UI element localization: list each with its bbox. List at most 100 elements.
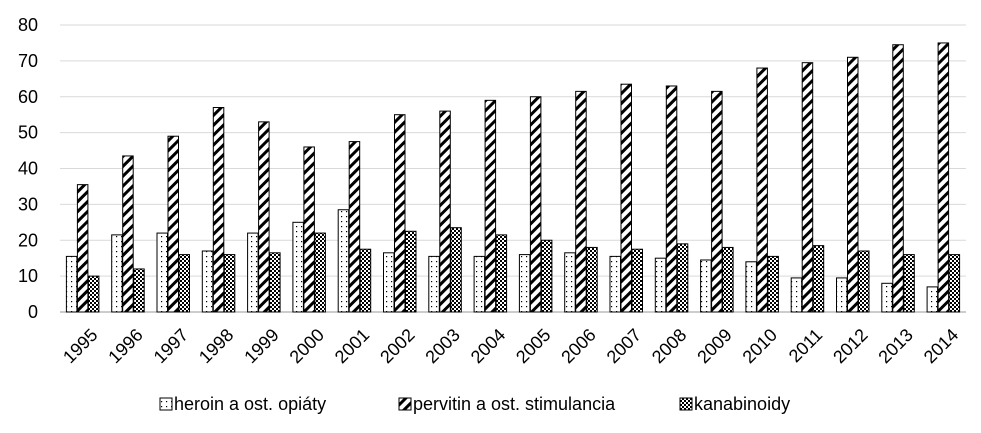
bar [529, 96, 542, 313]
x-axis: 1995 1996 1997 1998 1999 2000 2001 2002 2003 2004… [59, 325, 962, 367]
bar [518, 254, 531, 313]
x-tick-label: 2005 [512, 325, 554, 367]
bar [337, 209, 350, 313]
bar [881, 282, 893, 313]
legend-label: pervitin a ost. stimulancia [413, 394, 616, 414]
bar [937, 42, 950, 313]
x-tick-label: 2000 [286, 325, 328, 367]
x-tick-label: 1997 [150, 325, 192, 367]
bar [745, 261, 757, 313]
x-tick-label: 1999 [240, 325, 282, 367]
bar [212, 107, 225, 313]
legend-swatch [679, 397, 693, 411]
y-tick-label: 40 [18, 159, 38, 179]
bars [65, 42, 961, 313]
legend-swatch [398, 397, 412, 411]
bar [133, 268, 145, 313]
bar [383, 252, 395, 313]
legend-label: heroin a ost. opiáty [174, 394, 326, 414]
bar [540, 239, 553, 313]
bar [405, 230, 417, 313]
bar [201, 250, 214, 313]
y-tick-label: 10 [18, 266, 38, 286]
y-tick-label: 30 [18, 194, 38, 214]
y-tick-label: 80 [18, 15, 38, 35]
x-tick-label: 2014 [920, 325, 962, 367]
bar [903, 254, 915, 313]
bar [303, 146, 315, 313]
bar [654, 257, 667, 313]
bar [858, 250, 870, 313]
bar [76, 184, 89, 313]
bar [428, 255, 440, 313]
bar [812, 245, 825, 313]
x-tick-label: 2001 [331, 325, 373, 367]
bar [450, 227, 462, 313]
bar [111, 234, 123, 313]
bar [65, 255, 78, 313]
bar [439, 110, 451, 313]
bar [156, 232, 168, 313]
bar [609, 255, 621, 313]
x-tick-label: 2012 [829, 325, 871, 367]
x-tick-label: 2011 [785, 325, 827, 367]
bar [87, 275, 100, 313]
gridlines [60, 24, 966, 313]
legend: heroin a ost. opiáty pervitin a ost. stim… [159, 394, 790, 414]
bar [767, 255, 779, 313]
x-tick-label: 2007 [603, 325, 645, 367]
x-tick-label: 2006 [557, 325, 599, 367]
bar [564, 252, 576, 313]
x-tick-label: 2010 [739, 325, 781, 367]
bar [631, 248, 643, 313]
bar [665, 85, 678, 313]
bar [620, 83, 632, 313]
bar [122, 155, 134, 313]
y-tick-label: 50 [18, 123, 38, 143]
bar [314, 232, 326, 313]
bar [926, 286, 939, 313]
bar [258, 121, 270, 313]
x-tick-label: 2013 [874, 325, 916, 367]
bar [700, 259, 712, 313]
bar [892, 44, 904, 313]
y-axis: 0 10 20 30 40 50 60 70 80 [18, 15, 38, 322]
y-tick-label: 0 [28, 302, 38, 322]
bar [676, 243, 689, 313]
bar [756, 67, 768, 313]
x-tick-label: 1996 [104, 325, 146, 367]
legend-label: kanabinoidy [694, 394, 790, 414]
bar [575, 90, 587, 313]
bar [292, 221, 304, 313]
bar [790, 277, 803, 313]
y-tick-label: 20 [18, 230, 38, 250]
bar [348, 141, 361, 313]
x-tick-label: 1998 [195, 325, 237, 367]
bar [711, 90, 723, 313]
bar [269, 252, 281, 313]
x-tick-label: 2008 [648, 325, 690, 367]
bar [847, 56, 859, 313]
bar [484, 99, 497, 313]
bar [722, 246, 734, 313]
bar [473, 255, 486, 313]
x-tick-label: 2004 [467, 325, 509, 367]
x-tick-label: 1995 [59, 325, 101, 367]
bar [223, 254, 236, 313]
bar [948, 254, 961, 313]
bar [247, 232, 259, 313]
y-tick-label: 70 [18, 51, 38, 71]
x-tick-label: 2009 [693, 325, 735, 367]
x-tick-label: 2002 [376, 325, 418, 367]
x-tick-label: 2003 [421, 325, 463, 367]
bar [586, 246, 598, 313]
bar [359, 248, 372, 313]
bar [178, 254, 190, 313]
legend-swatch [159, 397, 173, 411]
bar [801, 62, 814, 313]
y-tick-label: 60 [18, 87, 38, 107]
bar [167, 135, 179, 313]
bar [836, 277, 848, 313]
bar [495, 234, 508, 313]
